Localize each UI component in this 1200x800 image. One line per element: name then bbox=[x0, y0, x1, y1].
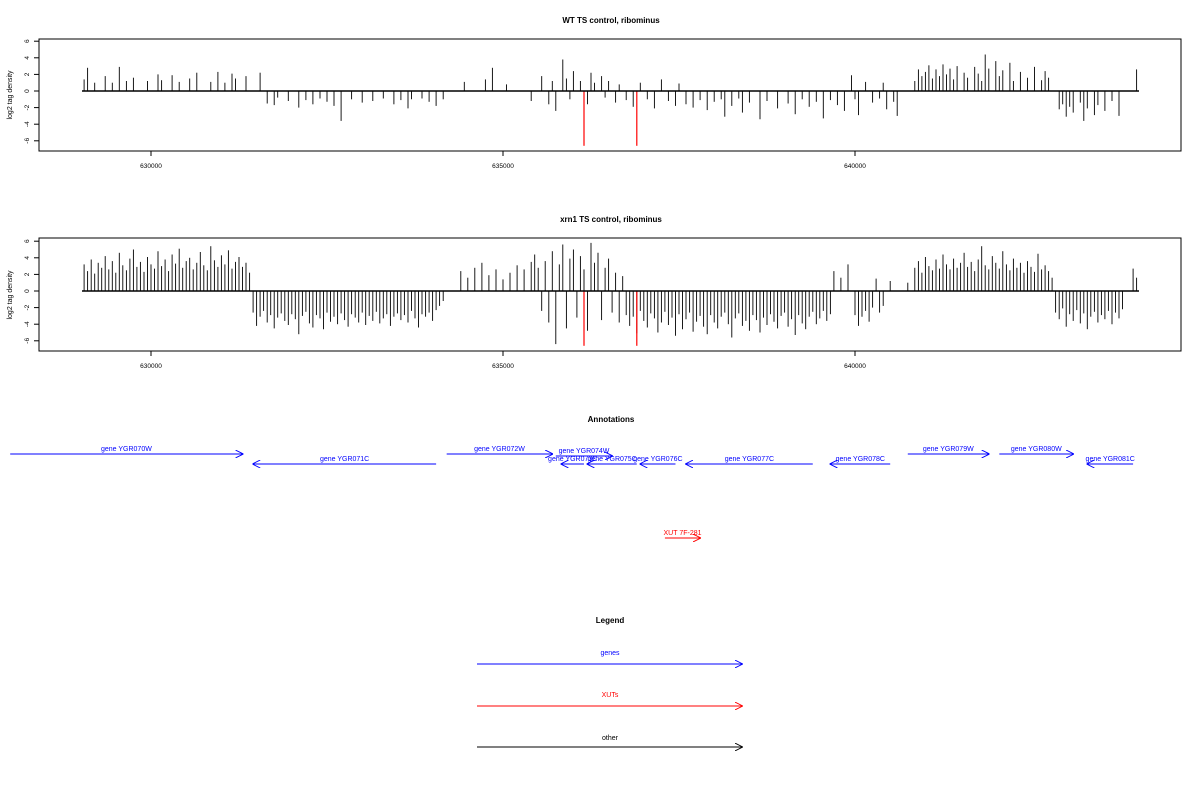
gene-label: gene YGR073C bbox=[548, 456, 597, 463]
panel-xrn1-xtick-label: 635000 bbox=[492, 363, 514, 370]
legend-title: Legend bbox=[596, 616, 625, 625]
annotations-title: Annotations bbox=[588, 415, 635, 424]
panel-wt-xtick-label: 640000 bbox=[844, 163, 866, 170]
annotation-xuts: XUT 7F-281 bbox=[664, 530, 702, 538]
panel-xrn1-title: xrn1 TS control, ribominus bbox=[560, 215, 662, 224]
gene-label: gene YGR078C bbox=[836, 456, 885, 463]
panel-xrn1-ytick-label: -2 bbox=[24, 304, 31, 310]
legend: Legend genes XUTs other bbox=[477, 616, 742, 747]
panel-wt-ytick-label: -2 bbox=[24, 104, 31, 110]
panel-xrn1: xrn1 TS control, ribominus -6 -4 -2 0 2 4 6 630… bbox=[7, 215, 1182, 370]
panel-xrn1-ytick-label: 2 bbox=[24, 272, 31, 276]
gene-label: gene YGR072W bbox=[474, 446, 525, 453]
panel-wt-ytick-label: 4 bbox=[24, 56, 31, 60]
panel-xrn1-ytick-label: 4 bbox=[24, 256, 31, 260]
panel-wt-xtick-label: 635000 bbox=[492, 163, 514, 170]
panel-wt-ytick-label: 0 bbox=[24, 89, 31, 93]
legend-label-xuts: XUTs bbox=[602, 692, 619, 699]
panel-wt-ytick-label: -6 bbox=[24, 138, 31, 144]
gene-label: gene YGR079W bbox=[923, 446, 974, 453]
panel-xrn1-ytick-label: -6 bbox=[24, 338, 31, 344]
panel-wt-ytick-label: -4 bbox=[24, 121, 31, 127]
panel-xrn1-xtick-label: 630000 bbox=[140, 363, 162, 370]
gene-label: gene YGR081C bbox=[1086, 456, 1135, 463]
legend-label-genes: genes bbox=[600, 650, 620, 657]
panel-wt-frame bbox=[38, 38, 1182, 152]
panel-xrn1-bars bbox=[83, 242, 1138, 346]
panel-xrn1-axes: -6 -4 -2 0 2 4 6 630000 635000 640000 bbox=[24, 239, 866, 370]
panel-wt: WT TS control, ribominus -6 -4 -2 0 2 4 6 63000… bbox=[7, 16, 1182, 170]
xut-label: XUT 7F-281 bbox=[664, 530, 702, 537]
gene-label: gene YGR077C bbox=[725, 456, 774, 463]
annotation-genes: gene YGR070W gene YGR071C gene YGR072W gene… bbox=[10, 446, 1135, 464]
panel-wt-ytick-label: 6 bbox=[24, 39, 31, 43]
gene-label: gene YGR074W bbox=[559, 448, 610, 455]
legend-item-xuts: XUTs bbox=[477, 692, 742, 706]
panel-xrn1-ytick-label: 6 bbox=[24, 239, 31, 243]
gene-label: gene YGR070W bbox=[101, 446, 152, 453]
legend-item-other: other bbox=[477, 735, 742, 747]
gene-label: gene YGR080W bbox=[1011, 446, 1062, 453]
panel-xrn1-ytick-label: -4 bbox=[24, 321, 31, 327]
panel-wt-bars bbox=[83, 54, 1138, 146]
panel-xrn1-ytick-label: 0 bbox=[24, 289, 31, 293]
panel-xrn1-xtick-label: 640000 bbox=[844, 363, 866, 370]
panel-wt-xtick-label: 630000 bbox=[140, 163, 162, 170]
panel-xrn1-ylabel: log2 tag density bbox=[7, 270, 14, 320]
panel-wt-ytick-label: 2 bbox=[24, 72, 31, 76]
gene-label: gene YGR076C bbox=[633, 456, 682, 463]
panel-wt-ylabel: log2 tag density bbox=[7, 70, 14, 120]
legend-label-other: other bbox=[602, 735, 619, 742]
gene-label: gene YGR075C bbox=[587, 456, 636, 463]
legend-item-genes: genes bbox=[477, 650, 742, 664]
panel-wt-title: WT TS control, ribominus bbox=[562, 16, 660, 25]
panel-xrn1-frame bbox=[38, 237, 1182, 352]
panel-wt-axes: -6 -4 -2 0 2 4 6 630000 635000 640000 bbox=[24, 39, 866, 170]
gene-label: gene YGR071C bbox=[320, 456, 369, 463]
